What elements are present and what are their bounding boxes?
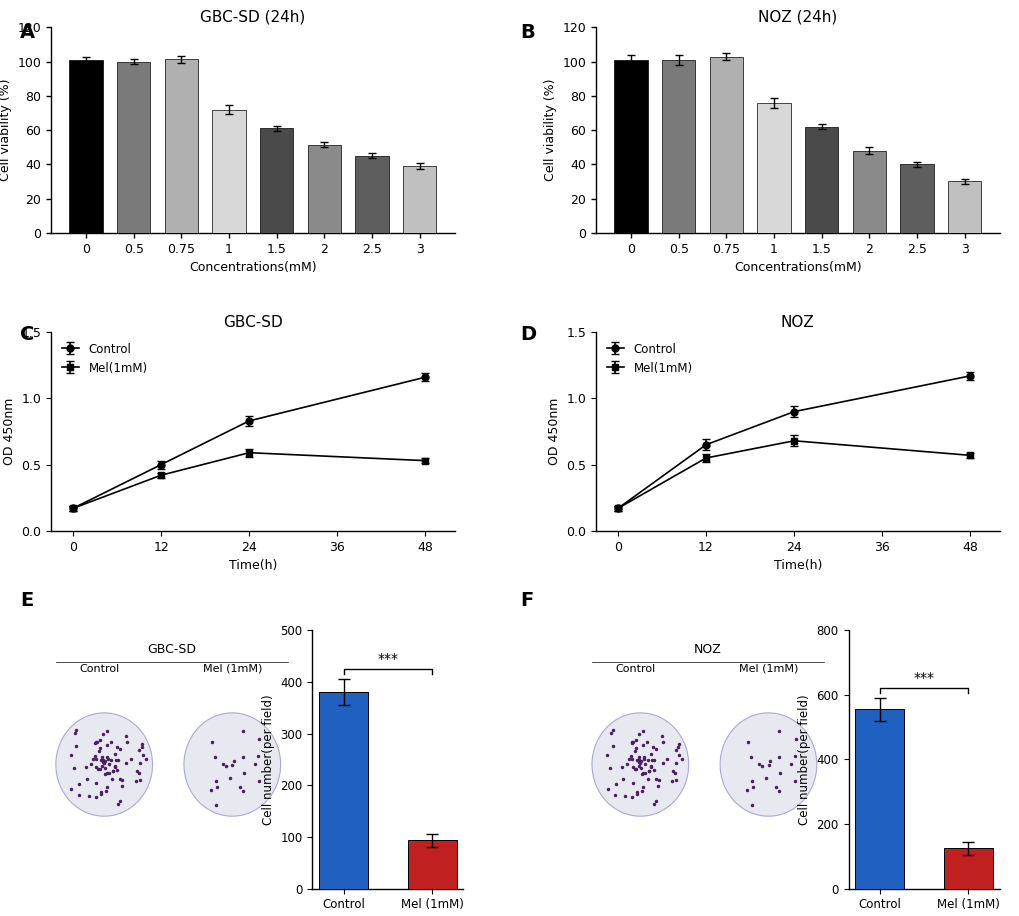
Bar xyxy=(804,126,838,233)
Text: GBC-SD: GBC-SD xyxy=(147,643,197,656)
X-axis label: Time(h): Time(h) xyxy=(772,559,821,572)
Bar xyxy=(319,692,368,889)
Circle shape xyxy=(591,713,688,816)
Circle shape xyxy=(719,713,816,816)
Bar xyxy=(661,60,695,233)
Y-axis label: OD 450nm: OD 450nm xyxy=(3,398,15,465)
Text: E: E xyxy=(20,591,34,610)
X-axis label: Time(h): Time(h) xyxy=(228,559,277,572)
Bar xyxy=(308,145,340,233)
Bar xyxy=(900,164,932,233)
Y-axis label: Cell viability (%): Cell viability (%) xyxy=(543,79,556,181)
Bar xyxy=(709,57,742,233)
Text: Control: Control xyxy=(614,664,655,674)
Bar xyxy=(212,110,246,233)
Text: A: A xyxy=(20,23,36,42)
Title: GBC-SD (24h): GBC-SD (24h) xyxy=(200,10,305,25)
Bar xyxy=(408,841,457,889)
Y-axis label: Cell number(per field): Cell number(per field) xyxy=(262,694,274,824)
Y-axis label: Cell viability (%): Cell viability (%) xyxy=(0,79,12,181)
Bar xyxy=(613,60,647,233)
Bar xyxy=(164,60,198,233)
Text: Mel (1mM): Mel (1mM) xyxy=(203,664,262,674)
Bar xyxy=(355,156,388,233)
Text: ***: *** xyxy=(377,652,398,666)
Bar xyxy=(69,60,103,233)
Bar xyxy=(756,103,790,233)
Text: ***: *** xyxy=(913,671,933,685)
Legend: Control, Mel(1mM): Control, Mel(1mM) xyxy=(57,338,153,379)
Y-axis label: Cell number(per field): Cell number(per field) xyxy=(797,694,810,824)
Circle shape xyxy=(183,713,280,816)
Bar xyxy=(260,128,293,233)
Text: C: C xyxy=(20,325,35,344)
Bar xyxy=(943,848,991,889)
Text: B: B xyxy=(520,23,534,42)
Text: NOZ: NOZ xyxy=(694,643,721,656)
Text: F: F xyxy=(520,591,533,610)
X-axis label: Concentrations(mM): Concentrations(mM) xyxy=(734,261,861,274)
Text: Mel (1mM): Mel (1mM) xyxy=(738,664,797,674)
Title: GBC-SD: GBC-SD xyxy=(223,314,282,330)
Bar xyxy=(403,166,436,233)
Circle shape xyxy=(56,713,153,816)
Text: D: D xyxy=(520,325,536,344)
Bar xyxy=(947,181,980,233)
Legend: Control, Mel(1mM): Control, Mel(1mM) xyxy=(601,338,697,379)
X-axis label: Concentrations(mM): Concentrations(mM) xyxy=(189,261,316,274)
Y-axis label: OD 450nm: OD 450nm xyxy=(547,398,560,465)
Bar xyxy=(117,61,150,233)
Bar xyxy=(855,709,903,889)
Title: NOZ: NOZ xyxy=(781,314,814,330)
Title: NOZ (24h): NOZ (24h) xyxy=(757,10,837,25)
Bar xyxy=(852,150,886,233)
Text: Control: Control xyxy=(79,664,119,674)
